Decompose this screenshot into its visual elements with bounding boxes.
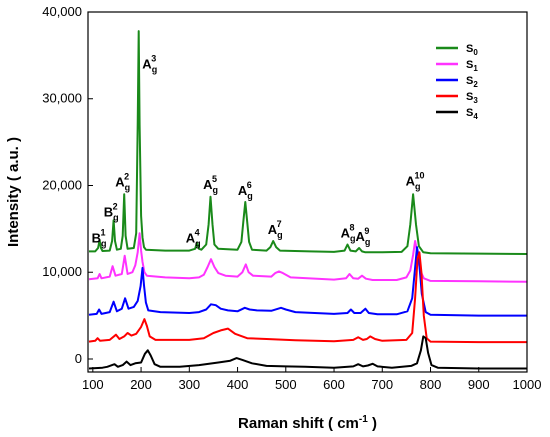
y-tick-label: 0 [75, 351, 82, 366]
series-line-S0 [89, 30, 528, 255]
legend-entry: S1 [466, 59, 478, 73]
x-tick-label: 1000 [513, 377, 542, 392]
y-tick-label: 40,000 [42, 4, 82, 19]
peak-label: Ag7 [268, 219, 283, 240]
x-tick-label: 100 [82, 377, 104, 392]
series-line-S2 [88, 246, 527, 317]
peak-label: Bg2 [104, 202, 119, 223]
x-tick-label: 600 [323, 377, 345, 392]
x-tick-label: 900 [468, 377, 490, 392]
series-line-S3 [88, 251, 527, 344]
x-tick-label: 200 [130, 377, 152, 392]
y-tick-label: 20,000 [42, 177, 82, 192]
x-axis-label: Raman shift ( cm-1 ) [238, 414, 377, 432]
series-line-S4 [88, 335, 527, 370]
plot-frame [87, 11, 528, 373]
x-tick-label: 300 [178, 377, 200, 392]
peak-label: Ag9 [356, 226, 371, 247]
peak-label: Bg1 [92, 228, 107, 249]
peak-label: Ag5 [203, 174, 218, 195]
x-tick-label: 400 [227, 377, 249, 392]
x-tick-label: 500 [275, 377, 297, 392]
peak-label: Ag2 [115, 171, 130, 192]
y-tick-label: 30,000 [42, 91, 82, 106]
peak-label: Ag6 [238, 180, 253, 201]
y-axis-label: Intensity ( a.u. ) [5, 137, 22, 247]
tick-layer: 100 200 300 400 500 600 700 800 900 1000 0 10,000 20… [42, 4, 541, 392]
x-tick-label: 700 [371, 377, 393, 392]
peak-label: Ag4 [186, 228, 201, 249]
series-layer [88, 30, 528, 370]
x-tick-label: 800 [420, 377, 442, 392]
y-tick-label: 10,000 [42, 264, 82, 279]
legend: S0 S1 S2 S3 S4 [436, 43, 478, 121]
peak-label: Ag8 [341, 223, 356, 244]
peak-label: Ag3 [142, 53, 157, 74]
legend-entry: S3 [466, 91, 478, 105]
legend-entry: S0 [466, 43, 478, 57]
series-line-S1 [88, 232, 528, 283]
peak-label: Ag10 [406, 170, 425, 191]
legend-entry: S4 [466, 107, 478, 121]
legend-entry: S2 [466, 75, 478, 89]
